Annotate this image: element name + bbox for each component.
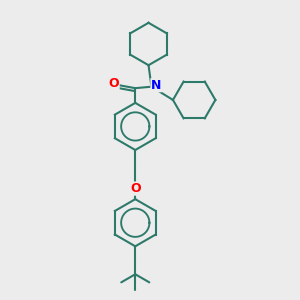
Text: O: O [130, 182, 141, 195]
Text: N: N [151, 79, 161, 92]
Text: O: O [109, 77, 119, 90]
